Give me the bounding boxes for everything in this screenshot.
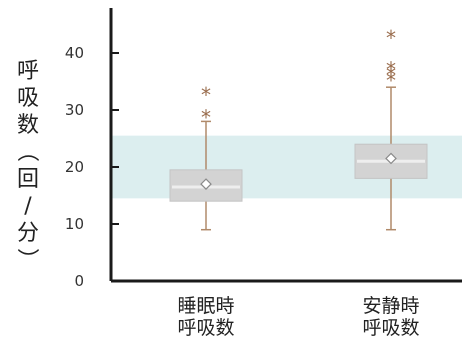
outlier-point: * (386, 26, 396, 50)
outlier-point: * (386, 57, 396, 81)
y-tick-label: 40 (65, 44, 84, 62)
y-axis-label-char: ） (14, 248, 39, 270)
y-axis-label-char: 吸 (17, 86, 39, 111)
category-label-line1: 安静時 (362, 295, 419, 317)
y-tick-label: 0 (74, 272, 84, 290)
y-axis-label-char: 数 (17, 113, 39, 138)
y-axis-label-char: （ (14, 140, 39, 162)
outlier-point: * (201, 106, 211, 130)
category-label-line1: 睡眠時 (177, 295, 234, 317)
y-axis-label-char: 分 (17, 221, 39, 246)
outlier-point: * (386, 69, 396, 93)
mean-marker (385, 152, 397, 165)
y-axis-label-char: 呼 (17, 59, 39, 84)
outlier-point: * (386, 63, 396, 87)
y-tick-label: 10 (65, 215, 84, 233)
y-axis-label-char: / (24, 194, 32, 219)
y-tick-label: 30 (65, 101, 84, 119)
y-axis-label-char: 回 (17, 167, 39, 192)
category-label-line2: 呼吸数 (177, 317, 234, 339)
category-label-line2: 呼吸数 (362, 317, 419, 339)
y-tick-label: 20 (65, 158, 84, 176)
mean-marker (200, 178, 212, 190)
outlier-point: * (201, 83, 211, 107)
